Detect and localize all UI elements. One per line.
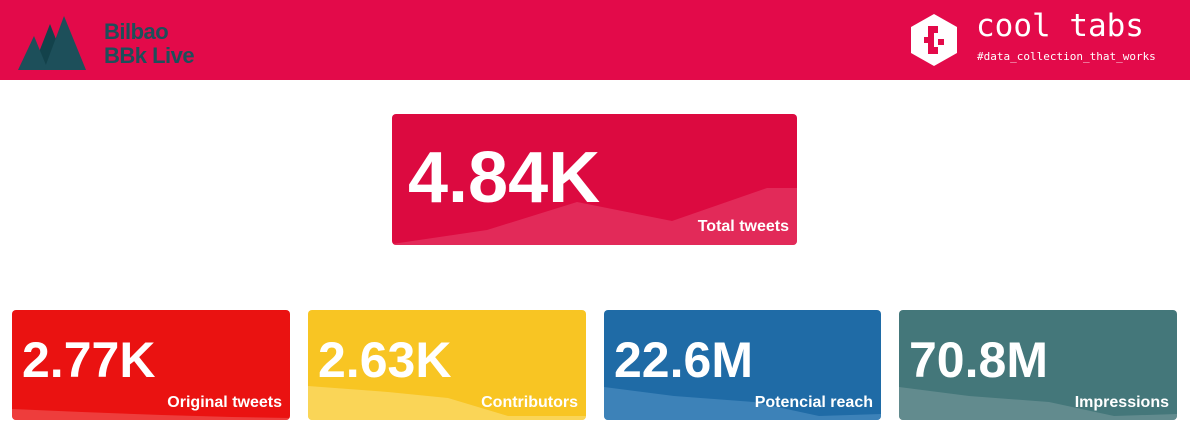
total-tweets-label: Total tweets	[697, 218, 789, 235]
total-tweets-card: 4.84K Total tweets	[392, 114, 797, 245]
total-tweets-sparkline	[392, 188, 797, 245]
mountains-icon	[18, 16, 86, 70]
original-tweets-label: Original tweets	[167, 394, 282, 411]
potencial-reach-value: 22.6M	[614, 332, 753, 388]
hexagon-bracket-icon	[911, 14, 957, 66]
contributors-card: 2.63K Contributors	[308, 310, 586, 420]
impressions-label: Impressions	[1074, 394, 1169, 411]
brand-name-line1: Bilbao	[104, 19, 169, 44]
impressions-sparkline	[899, 387, 1177, 420]
impressions-card: 70.8M Impressions	[899, 310, 1177, 420]
potencial-reach-sparkline	[604, 387, 881, 420]
original-tweets-card: 2.77K Original tweets	[12, 310, 290, 420]
product-tagline: #data_collection_that_works	[977, 50, 1156, 63]
original-tweets-sparkline	[12, 409, 290, 420]
potencial-reach-label: Potencial reach	[754, 394, 873, 411]
product-title: cool tabs	[976, 8, 1144, 44]
contributors-value: 2.63K	[318, 332, 452, 388]
contributors-sparkline	[308, 386, 586, 420]
brand-name-line2: BBk Live	[104, 43, 195, 68]
impressions-value: 70.8M	[909, 332, 1048, 388]
total-tweets-value: 4.84K	[408, 138, 601, 218]
potencial-reach-card: 22.6M Potencial reach	[604, 310, 881, 420]
header-bar: Bilbao BBk Live cool tabs #data_collecti…	[0, 0, 1190, 80]
contributors-label: Contributors	[481, 394, 578, 411]
brand-name: Bilbao BBk Live	[104, 19, 195, 68]
original-tweets-value: 2.77K	[22, 332, 156, 388]
